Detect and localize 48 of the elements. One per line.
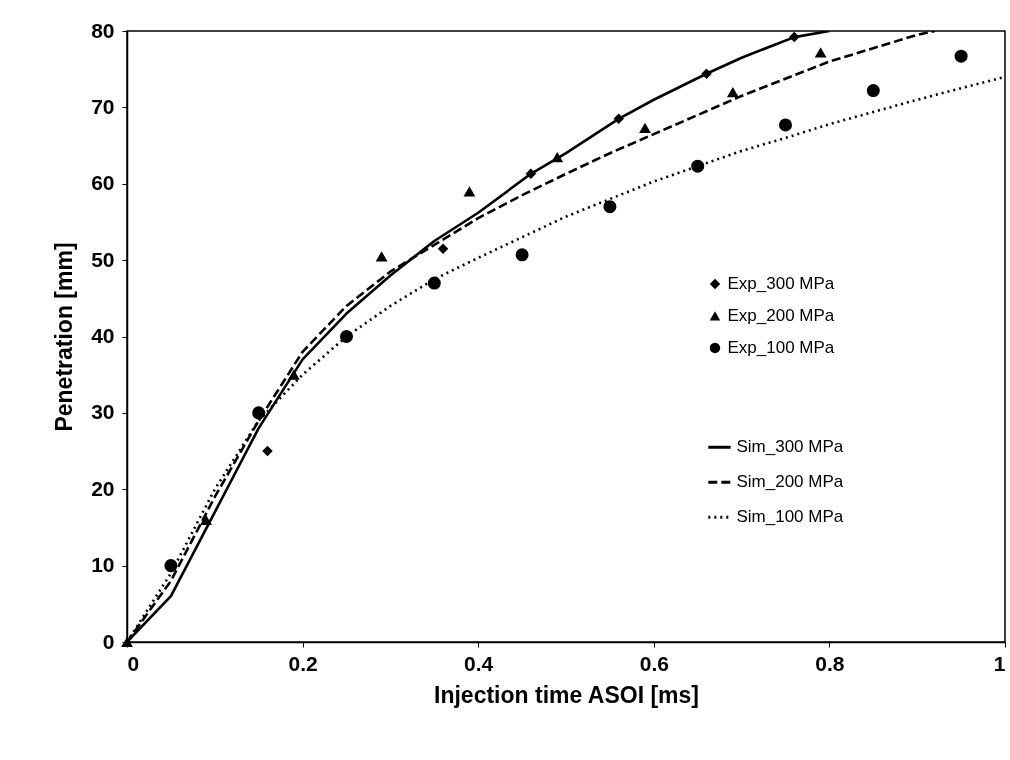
point bbox=[603, 200, 617, 214]
point bbox=[613, 113, 624, 125]
point bbox=[691, 159, 705, 173]
legend-label: Exp_200 MPa bbox=[727, 305, 835, 325]
y-axis-title: Penetration [mm] bbox=[51, 242, 78, 432]
point bbox=[375, 251, 388, 262]
y-tick-label: 50 bbox=[91, 247, 115, 271]
x-tick-label: 0.2 bbox=[288, 651, 318, 675]
x-tick-label: 0 bbox=[127, 651, 140, 675]
point bbox=[437, 243, 449, 254]
x-tick-label: 1 bbox=[993, 651, 1006, 675]
point bbox=[164, 559, 178, 573]
point bbox=[339, 329, 354, 344]
point bbox=[726, 86, 739, 98]
point bbox=[954, 49, 968, 63]
y-tick-label: 10 bbox=[91, 553, 115, 577]
y-tick-label: 70 bbox=[91, 94, 115, 118]
x-tick-label: 0.6 bbox=[639, 651, 669, 675]
point bbox=[262, 445, 273, 457]
y-tick-label: 40 bbox=[91, 324, 115, 347]
legend-label: Exp_100 MPa bbox=[727, 337, 835, 357]
point bbox=[287, 369, 300, 380]
legend-label: Exp_300 MPa bbox=[727, 273, 835, 293]
legend-label: Sim_200 MPa bbox=[736, 472, 844, 492]
y-tick-label: 30 bbox=[91, 400, 115, 424]
y-tick-label: 0 bbox=[102, 629, 115, 653]
point bbox=[701, 68, 712, 80]
x-tick-label: 0.4 bbox=[464, 651, 494, 675]
x-tick-label: 0.8 bbox=[815, 651, 845, 675]
point bbox=[639, 122, 651, 134]
point bbox=[121, 636, 133, 648]
point bbox=[866, 84, 880, 98]
point bbox=[789, 31, 800, 43]
point bbox=[525, 168, 537, 180]
point bbox=[463, 186, 476, 197]
point bbox=[551, 151, 564, 163]
point bbox=[814, 47, 827, 58]
legend-label: Sim_100 MPa bbox=[736, 507, 844, 527]
point bbox=[200, 514, 212, 525]
point bbox=[515, 248, 529, 262]
point bbox=[427, 276, 441, 290]
x-axis-title: Injection time ASOI [ms] bbox=[434, 681, 699, 708]
point bbox=[252, 406, 266, 420]
y-tick-label: 60 bbox=[91, 171, 115, 195]
y-tick-label: 80 bbox=[91, 18, 115, 42]
legend-label: Sim_300 MPa bbox=[736, 437, 844, 457]
point bbox=[778, 118, 793, 132]
y-tick-label: 20 bbox=[91, 476, 115, 500]
